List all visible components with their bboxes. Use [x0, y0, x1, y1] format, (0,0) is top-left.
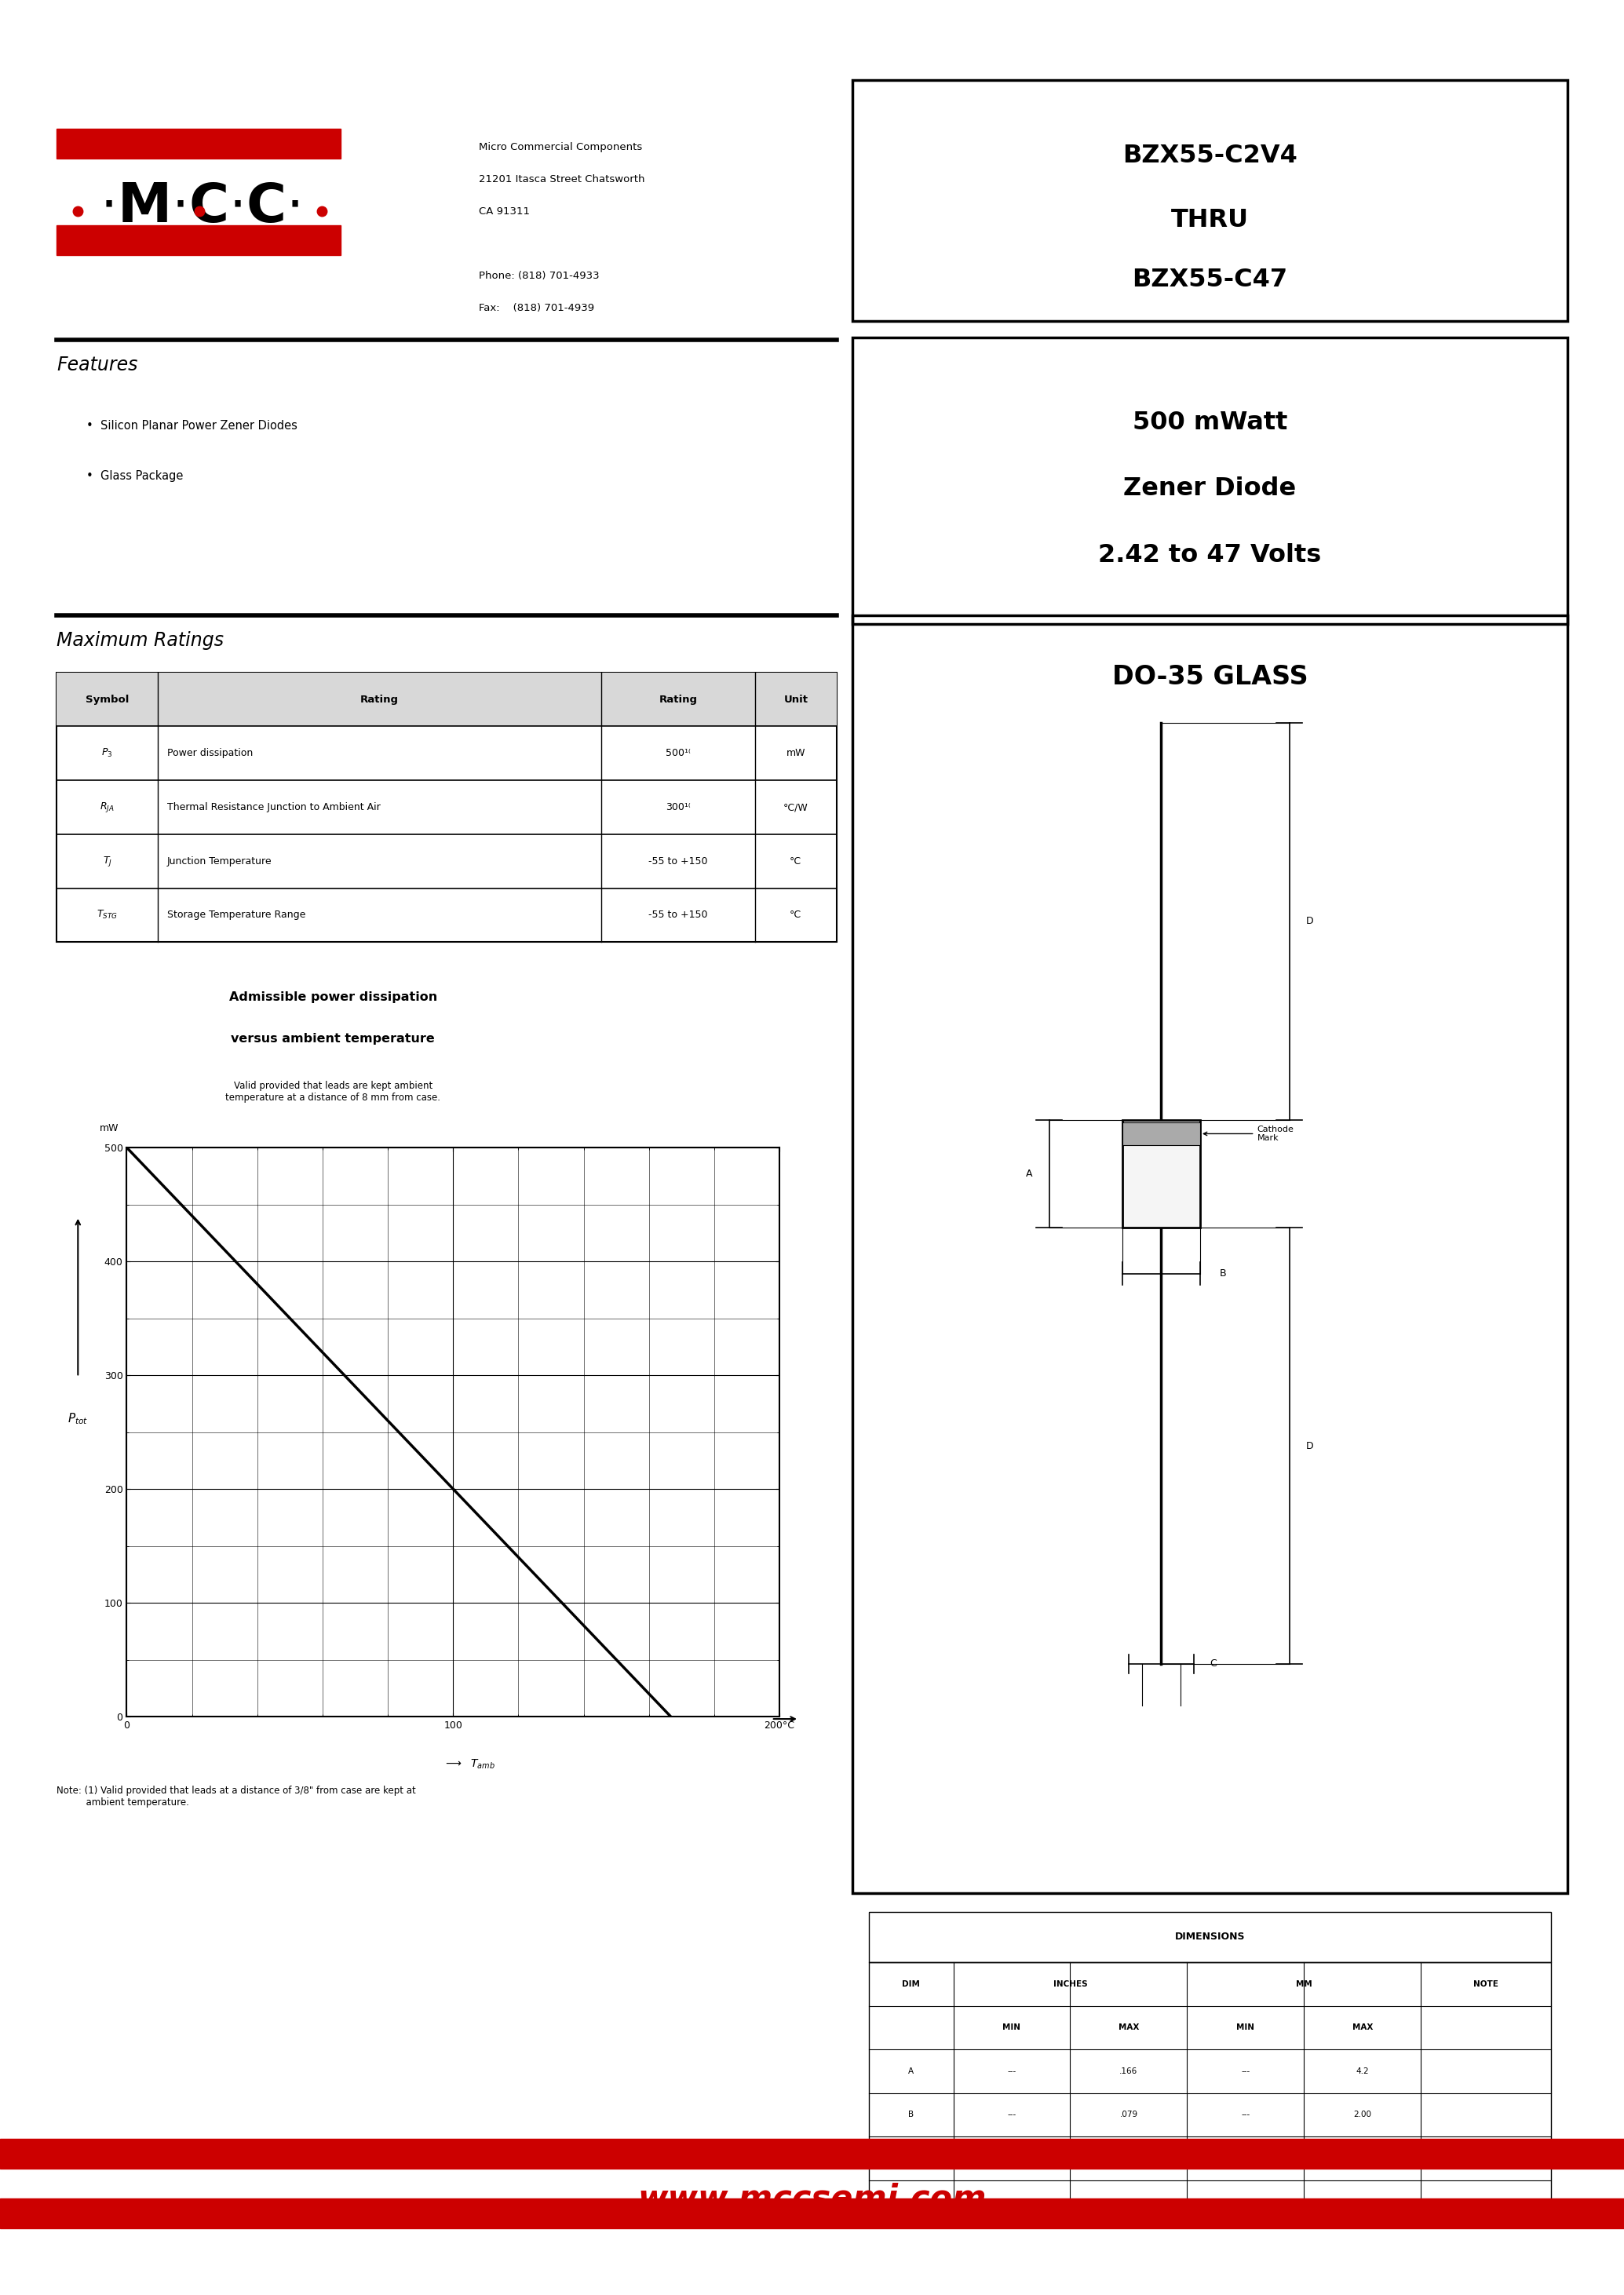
Text: 2.00: 2.00	[1353, 2111, 1372, 2118]
Text: A: A	[1026, 1168, 1033, 1180]
Text: Note: (1) Valid provided that leads at a distance of 3/8" from case are kept at
: Note: (1) Valid provided that leads at a…	[57, 1786, 416, 1808]
Text: ---: ---	[1241, 2068, 1250, 2075]
Bar	[1122, 1120, 1200, 1228]
Text: $R_{JA}$: $R_{JA}$	[99, 801, 115, 815]
Text: BZX55-C2V4: BZX55-C2V4	[1122, 145, 1298, 168]
Text: INCHES: INCHES	[1052, 1981, 1088, 1987]
Text: •  Glass Package: • Glass Package	[86, 470, 184, 482]
Text: 500¹⁽: 500¹⁽	[666, 748, 690, 757]
Bar	[853, 615, 1567, 1893]
Text: $\longrightarrow$  $T_{amb}$: $\longrightarrow$ $T_{amb}$	[443, 1758, 495, 1772]
Text: ---: ---	[1241, 2111, 1250, 2118]
Text: D: D	[1306, 1441, 1314, 1450]
Text: D: D	[908, 2199, 914, 2205]
Bar	[853, 337, 1567, 624]
Bar	[0, 2199, 1624, 2228]
Bar	[57, 672, 836, 725]
Text: NOTE: NOTE	[1473, 1981, 1499, 1987]
Bar	[57, 672, 836, 941]
Text: B: B	[1220, 1269, 1226, 1278]
Text: °C: °C	[789, 856, 802, 865]
Text: CA 91311: CA 91311	[479, 207, 529, 216]
Text: Maximum Ratings: Maximum Ratings	[57, 631, 224, 649]
Text: 25.40: 25.40	[1234, 2199, 1257, 2205]
Text: .079: .079	[1119, 2111, 1138, 2118]
Text: versus ambient temperature: versus ambient temperature	[231, 1033, 435, 1044]
Text: $T_J$: $T_J$	[102, 854, 112, 868]
Text: C: C	[908, 2155, 914, 2162]
Text: $T_{STG}$: $T_{STG}$	[97, 909, 117, 920]
Text: Admissible power dissipation: Admissible power dissipation	[229, 991, 437, 1003]
Text: Rating: Rating	[659, 695, 697, 705]
Bar	[853, 80, 1567, 321]
Bar	[57, 225, 341, 255]
Text: °C: °C	[789, 911, 802, 920]
Text: mW: mW	[786, 748, 806, 757]
Text: ---: ---	[1007, 2068, 1017, 2075]
Text: $P_{tot}$: $P_{tot}$	[68, 1411, 88, 1425]
Text: •  Silicon Planar Power Zener Diodes: • Silicon Planar Power Zener Diodes	[86, 420, 297, 431]
Text: Valid provided that leads are kept ambient
temperature at a distance of 8 mm fro: Valid provided that leads are kept ambie…	[226, 1081, 440, 1104]
Text: 1.000: 1.000	[1000, 2199, 1023, 2205]
Text: BZX55-C47: BZX55-C47	[1132, 269, 1288, 291]
Text: MAX: MAX	[1353, 2024, 1372, 2031]
Text: ---: ---	[1241, 2155, 1250, 2162]
Text: B: B	[908, 2111, 914, 2118]
Text: Thermal Resistance Junction to Ambient Air: Thermal Resistance Junction to Ambient A…	[167, 803, 380, 812]
Text: ---: ---	[1007, 2111, 1017, 2118]
Text: Cathode
Mark: Cathode Mark	[1203, 1125, 1294, 1143]
Bar	[1122, 1122, 1200, 1145]
Text: °C/W: °C/W	[783, 803, 809, 812]
Text: $P_3$: $P_3$	[102, 748, 112, 760]
Text: A: A	[908, 2068, 914, 2075]
Text: Storage Temperature Range: Storage Temperature Range	[167, 911, 305, 920]
Bar	[57, 129, 341, 158]
Text: Junction Temperature: Junction Temperature	[167, 856, 273, 865]
Text: Symbol: Symbol	[86, 695, 128, 705]
Text: -55 to +150: -55 to +150	[648, 856, 708, 865]
Text: $\cdot$M$\cdot$C$\cdot$C$\cdot$: $\cdot$M$\cdot$C$\cdot$C$\cdot$	[101, 181, 299, 232]
Text: 4.2: 4.2	[1356, 2068, 1369, 2075]
Text: D: D	[1306, 916, 1314, 927]
Bar	[0, 2139, 1624, 2169]
Text: DIM: DIM	[901, 1981, 921, 1987]
Text: www.mccsemi.com: www.mccsemi.com	[638, 2183, 986, 2215]
Text: ---: ---	[1124, 2199, 1134, 2205]
Text: 21201 Itasca Street Chatsworth: 21201 Itasca Street Chatsworth	[479, 174, 645, 184]
Text: .52: .52	[1356, 2155, 1369, 2162]
Bar	[869, 1962, 1551, 2224]
Text: .020: .020	[1119, 2155, 1138, 2162]
Text: .166: .166	[1119, 2068, 1138, 2075]
Text: Phone: (818) 701-4933: Phone: (818) 701-4933	[479, 271, 599, 280]
Text: THRU: THRU	[1171, 209, 1249, 232]
Text: Fax:    (818) 701-4939: Fax: (818) 701-4939	[479, 303, 594, 312]
Text: MAX: MAX	[1119, 2024, 1138, 2031]
Text: MIN: MIN	[1002, 2024, 1021, 2031]
Text: MIN: MIN	[1236, 2024, 1255, 2031]
Bar	[869, 1912, 1551, 1962]
Text: mW: mW	[99, 1125, 119, 1134]
Text: C: C	[1210, 1659, 1216, 1668]
Text: 2.42 to 47 Volts: 2.42 to 47 Volts	[1098, 544, 1322, 567]
Text: -55 to +150: -55 to +150	[648, 911, 708, 920]
Text: Unit: Unit	[784, 695, 807, 705]
Text: ---: ---	[1358, 2199, 1367, 2205]
Text: ---: ---	[1007, 2155, 1017, 2162]
Text: DIMENSIONS: DIMENSIONS	[1174, 1932, 1246, 1942]
Text: DO-35 GLASS: DO-35 GLASS	[1112, 663, 1307, 691]
Text: 500 mWatt: 500 mWatt	[1132, 411, 1288, 434]
Text: Rating: Rating	[361, 695, 398, 705]
Text: Zener Diode: Zener Diode	[1124, 477, 1296, 500]
Text: 300¹⁽: 300¹⁽	[666, 803, 690, 812]
Text: Features: Features	[57, 356, 138, 374]
Text: Power dissipation: Power dissipation	[167, 748, 253, 757]
Text: Micro Commercial Components: Micro Commercial Components	[479, 142, 643, 151]
Text: MM: MM	[1296, 1981, 1312, 1987]
